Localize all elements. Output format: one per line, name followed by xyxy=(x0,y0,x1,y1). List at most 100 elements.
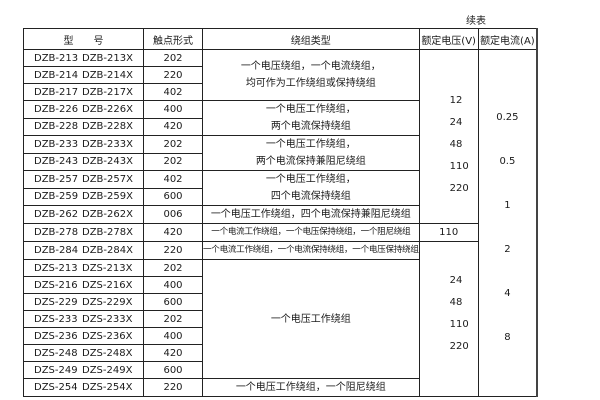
contact-cell: 600 xyxy=(143,361,203,379)
model: DZB-257 xyxy=(34,173,79,185)
model: DZS-216 xyxy=(34,279,78,291)
model-cell: DZS-233 DZS-233X xyxy=(23,310,144,328)
contact-cell: 202 xyxy=(143,49,203,67)
model-x: DZS-248X xyxy=(82,347,133,359)
model: DZB-233 xyxy=(34,138,79,150)
model-x: DZB-217X xyxy=(82,86,133,98)
winding-type-cell: 一个电流工作绕组，一个电压保持绕组，一个阻尼绕组 xyxy=(202,223,420,242)
model-cell: DZB-259 DZB-259X xyxy=(23,187,144,206)
model-cell: DZB-257 DZB-257X xyxy=(23,170,144,189)
winding-type-cell: 一个电压工作绕组， 两个电流保持兼阻尼绕组 xyxy=(202,135,420,171)
model-cell: DZB-233 DZB-233X xyxy=(23,135,144,154)
winding-type-line: 一个电压工作绕组， xyxy=(265,174,356,185)
model-cell: DZB-228 DZB-228X xyxy=(23,117,144,136)
contact-cell: 400 xyxy=(143,276,203,294)
header-model: 型 号 xyxy=(23,28,144,50)
contact-cell: 400 xyxy=(143,100,203,119)
voltage-value: 24 xyxy=(449,117,463,128)
table-row: DZS-213 DZS-213X 202 一个电压工作绕组 xyxy=(23,259,538,379)
model-cell: DZS-216 DZS-216X xyxy=(23,276,144,294)
model-x: DZS-254X xyxy=(82,382,133,393)
model: DZS-233 xyxy=(34,313,78,325)
model: DZB-259 xyxy=(34,191,79,203)
current-value: 0.5 xyxy=(499,156,516,167)
model-x: DZB-262X xyxy=(82,209,133,220)
model-cell: DZB-284 DZB-284X xyxy=(23,241,144,260)
winding-type-cell: 一个电压工作绕组 xyxy=(202,259,420,379)
winding-type-line: 四个电流保持绕组 xyxy=(270,191,351,202)
contact-cell: 600 xyxy=(143,293,203,311)
contact-cell: 202 xyxy=(143,135,203,154)
winding-type-line: 一个电压工作绕组，一个阻尼绕组 xyxy=(235,382,386,393)
model-x: DZS-229X xyxy=(82,296,133,308)
contact-cell: 420 xyxy=(143,223,203,242)
model-x: DZB-213X xyxy=(82,52,133,64)
model-cell: DZB-243 DZB-243X xyxy=(23,152,144,171)
model-cell: DZS-249 DZS-249X xyxy=(23,361,144,379)
winding-type-line: 一个电压工作绕组， xyxy=(265,104,356,115)
model-cell: DZB-278 DZB-278X xyxy=(23,223,144,242)
model-x: DZB-278X xyxy=(82,227,133,238)
winding-type-line: 一个电流工作绕组，一个电流保持绕组，一个电压保持绕组 xyxy=(203,245,419,255)
current-value: 0.25 xyxy=(496,112,519,123)
winding-type-cell: 一个电压绕组，一个电流绕组， 均可作为工作绕组或保持绕组 xyxy=(202,49,420,101)
model: DZS-229 xyxy=(34,296,78,308)
winding-type-line: 两个电流保持兼阻尼绕组 xyxy=(255,156,366,167)
current-value: 1 xyxy=(504,200,511,211)
model-cell: DZS-236 DZS-236X xyxy=(23,327,144,345)
contact-cell: 202 xyxy=(143,259,203,277)
table-row: DZB-213 DZB-213X 202 一个电压绕组，一个电流绕组， 均可作为工作绕组… xyxy=(23,49,539,397)
contact-cell: 202 xyxy=(143,152,203,171)
contact-cell: 600 xyxy=(143,187,203,206)
model-x: DZB-214X xyxy=(82,69,133,81)
contact-cell: 420 xyxy=(143,117,203,136)
table-row: DZB-284 DZB-284X 220 一个电流工作绕组，一个电流保持绕组，一个电压… xyxy=(23,241,538,397)
model-cell: DZB-262 DZB-262X xyxy=(23,205,144,224)
model-cell: DZB-226 DZB-226X xyxy=(23,100,144,119)
voltage-value: 48 xyxy=(449,297,463,308)
model: DZB-243 xyxy=(34,156,79,168)
model-x: DZS-236X xyxy=(82,330,133,342)
winding-type-cell: 一个电压工作绕组，一个阻尼绕组 xyxy=(202,378,420,397)
model-x: DZB-257X xyxy=(82,173,133,185)
model-cell: DZB-217 DZB-217X xyxy=(23,83,144,101)
model-x: DZS-249X xyxy=(82,364,133,376)
model-cell: DZB-214 DZB-214X xyxy=(23,66,144,84)
header-contact: 触点形式 xyxy=(143,28,203,50)
model: DZB-214 xyxy=(34,69,79,81)
voltage-value: 220 xyxy=(449,341,469,352)
contact-cell: 006 xyxy=(143,205,203,224)
model-x: DZB-243X xyxy=(82,156,133,168)
table-row: DZS-254 DZS-254X 220 一个电压工作绕组，一个阻尼绕组 xyxy=(23,378,538,397)
voltage-value: 24 xyxy=(449,275,463,286)
model: DZB-284 xyxy=(34,245,79,256)
model: DZB-262 xyxy=(34,209,79,220)
model: DZB-228 xyxy=(34,121,79,133)
model-cell: DZS-248 DZS-248X xyxy=(23,344,144,362)
table-row: DZS-233 DZS-233X 202 xyxy=(23,310,538,328)
contact-cell: 220 xyxy=(143,378,203,397)
model: DZB-278 xyxy=(34,227,79,238)
header-row: 型 号 触点形式 绕组类型 额定电压(V) 额定电流(A) xyxy=(23,28,539,50)
winding-type-line: 一个电压工作绕组， xyxy=(265,139,356,150)
table-row: DZS-248 DZS-248X 420 xyxy=(23,344,538,362)
rated-voltage-cell: 12 24 48 110 220 xyxy=(418,49,479,224)
current-value: 2 xyxy=(504,244,511,255)
current-value: 4 xyxy=(504,288,511,299)
voltage-value: 48 xyxy=(449,139,463,150)
contact-cell: 402 xyxy=(143,83,203,101)
table-row: DZB-214 DZB-214X 220 xyxy=(23,66,538,84)
table-row: DZB-262 DZB-262X 006 一个电压工作绕组，四个电流保持兼阻尼绕组 xyxy=(23,205,538,224)
model-cell: DZS-229 DZS-229X xyxy=(23,293,144,311)
winding-type-line: 一个电流工作绕组，一个电压保持绕组，一个阻尼绕组 xyxy=(211,227,411,237)
model: DZS-248 xyxy=(34,347,78,359)
model-x: DZB-233X xyxy=(82,138,133,150)
model: DZB-226 xyxy=(34,103,79,115)
winding-type-line: 一个电压绕组，一个电流绕组， xyxy=(240,61,381,72)
header-winding: 绕组类型 xyxy=(202,28,420,50)
relay-spec-table: 型 号 触点形式 绕组类型 额定电压(V) 额定电流(A) DZB-213 DZB… xyxy=(23,28,539,397)
model-cell: DZS-213 DZS-213X xyxy=(23,259,144,277)
winding-type-line: 均可作为工作绕组或保持绕组 xyxy=(245,78,376,89)
table-row: DZS-236 DZS-236X 400 xyxy=(23,327,538,345)
continued-label: 续表 xyxy=(466,16,486,27)
